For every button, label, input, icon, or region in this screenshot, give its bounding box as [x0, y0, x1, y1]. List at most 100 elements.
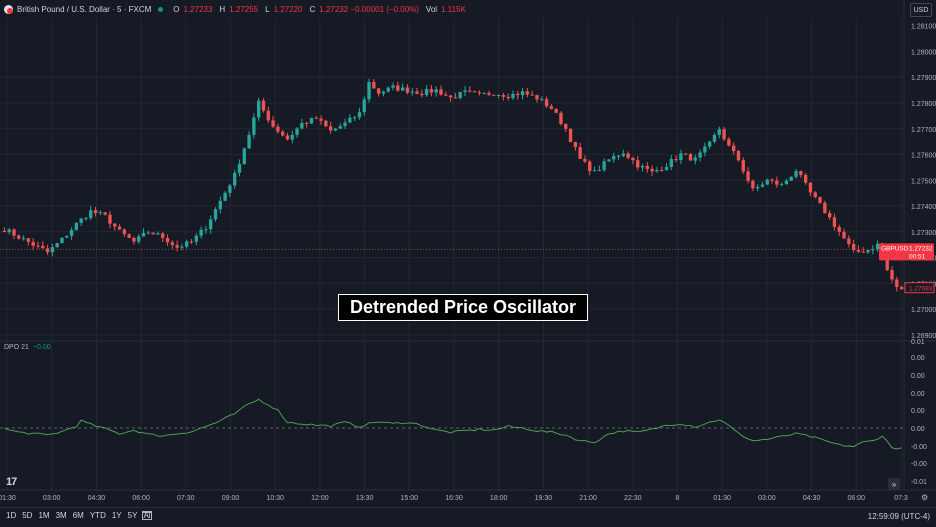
- candle-body: [36, 245, 40, 247]
- candle-body: [199, 229, 203, 236]
- candles: [2, 78, 904, 292]
- candle-body: [684, 153, 688, 155]
- candle-body: [607, 159, 611, 162]
- market-open-icon: [158, 6, 164, 12]
- candle-body: [851, 244, 856, 250]
- scroll-to-realtime-button[interactable]: »: [888, 478, 900, 490]
- time-tick-label: 07:3: [894, 495, 908, 502]
- candle-body: [544, 99, 549, 107]
- timeframe-1y[interactable]: 1Y: [111, 511, 122, 520]
- price-tick-label: 1.26900: [911, 333, 936, 340]
- dpo-tick-label: -0.00: [911, 461, 927, 468]
- gbp-usd-flag-icon: [4, 4, 13, 14]
- candle-body: [463, 90, 467, 93]
- candle-body: [492, 94, 496, 96]
- candle-body: [496, 94, 501, 96]
- candle-body: [564, 124, 568, 129]
- timeframe-6m[interactable]: 6M: [72, 511, 84, 520]
- low-label: L: [265, 4, 270, 14]
- candle-body: [808, 182, 813, 193]
- candle-body: [328, 126, 333, 131]
- candle-body: [775, 180, 779, 185]
- price-tag-price: 1.27232: [909, 245, 933, 252]
- candle-body: [204, 229, 208, 231]
- candle-body: [511, 93, 515, 99]
- candle-body: [348, 117, 352, 123]
- time-tick-label: 04:30: [88, 495, 106, 502]
- currency-button[interactable]: USD: [910, 3, 932, 17]
- candle-body: [300, 122, 304, 129]
- candle-body: [314, 117, 318, 119]
- time-tick-label: 21:00: [579, 495, 597, 502]
- candle-body: [506, 96, 510, 99]
- candle-body: [175, 244, 179, 248]
- candle-body: [751, 180, 755, 189]
- candle-body: [319, 118, 323, 121]
- candle-body: [290, 134, 294, 140]
- candle-body: [141, 232, 146, 237]
- candle-body: [257, 100, 261, 118]
- candle-body: [127, 234, 131, 238]
- price-tag-symbol: GBPUSD: [881, 245, 909, 252]
- candle-body: [779, 184, 784, 186]
- candle-body: [760, 184, 765, 187]
- candle-body: [242, 148, 246, 164]
- candle-body: [631, 157, 635, 161]
- candle-body: [765, 179, 769, 185]
- candle-body: [21, 238, 26, 240]
- tradingview-logo-icon[interactable]: 17: [6, 476, 17, 488]
- candle-body: [842, 231, 846, 239]
- dpo-tick-label: 0.01: [911, 339, 925, 346]
- settings-gear-icon[interactable]: ⚙: [921, 493, 928, 502]
- candle-body: [736, 151, 741, 161]
- symbol-title[interactable]: British Pound / U.S. Dollar · 5 · FXCM: [17, 4, 152, 14]
- timeframe-ytd[interactable]: YTD: [89, 511, 106, 520]
- candle-body: [209, 219, 213, 230]
- candle-body: [2, 230, 7, 233]
- candle-body: [530, 94, 534, 96]
- calendar-icon[interactable]: [142, 511, 152, 520]
- candle-body: [117, 226, 122, 230]
- indicator-legend[interactable]: DPO 21 −0.00: [4, 344, 51, 351]
- low-price-tag-bg: [904, 282, 935, 294]
- candle-body: [309, 117, 314, 124]
- dpo-tick-label: 0.00: [911, 373, 925, 380]
- low-value: 1.27220: [273, 4, 303, 14]
- candle-body: [578, 147, 582, 159]
- candle-body: [554, 108, 558, 113]
- candle-body: [65, 235, 69, 238]
- clock-readout[interactable]: 12:59:09 (UTC-4): [867, 512, 930, 521]
- dpo-tick-label: 0.00: [911, 355, 925, 362]
- candle-body: [444, 94, 448, 96]
- candle-body: [146, 232, 151, 234]
- candle-body: [655, 169, 659, 172]
- timeframe-5y[interactable]: 5Y: [127, 511, 138, 520]
- close-label: C: [309, 4, 316, 14]
- timeframe-5d[interactable]: 5D: [22, 511, 33, 520]
- candle-body: [708, 141, 712, 147]
- candle-body: [189, 241, 194, 243]
- time-tick-label: 03:00: [758, 495, 776, 502]
- candle-body: [410, 91, 414, 93]
- candle-body: [45, 248, 50, 253]
- candle-body: [573, 141, 578, 148]
- time-tick-label: 15:00: [401, 495, 419, 502]
- candle-body: [583, 158, 587, 162]
- timeframe-1m[interactable]: 1M: [38, 511, 50, 520]
- low-price-tag: 1.27083: [909, 286, 933, 293]
- candle-body: [727, 139, 731, 146]
- candle-body: [304, 122, 309, 124]
- price-tag-countdown: 00:51: [909, 253, 926, 260]
- candle-body: [333, 128, 338, 131]
- timeframe-all[interactable]: All: [143, 511, 153, 520]
- candle-body: [285, 135, 290, 140]
- candle-body: [501, 94, 506, 97]
- time-tick-label: 19:30: [535, 495, 553, 502]
- timeframe-1d[interactable]: 1D: [6, 511, 17, 520]
- timeframe-3m[interactable]: 3M: [55, 511, 67, 520]
- candle-body: [376, 88, 381, 94]
- candle-body: [516, 93, 520, 96]
- candle-body: [612, 156, 616, 160]
- candle-body: [674, 159, 678, 161]
